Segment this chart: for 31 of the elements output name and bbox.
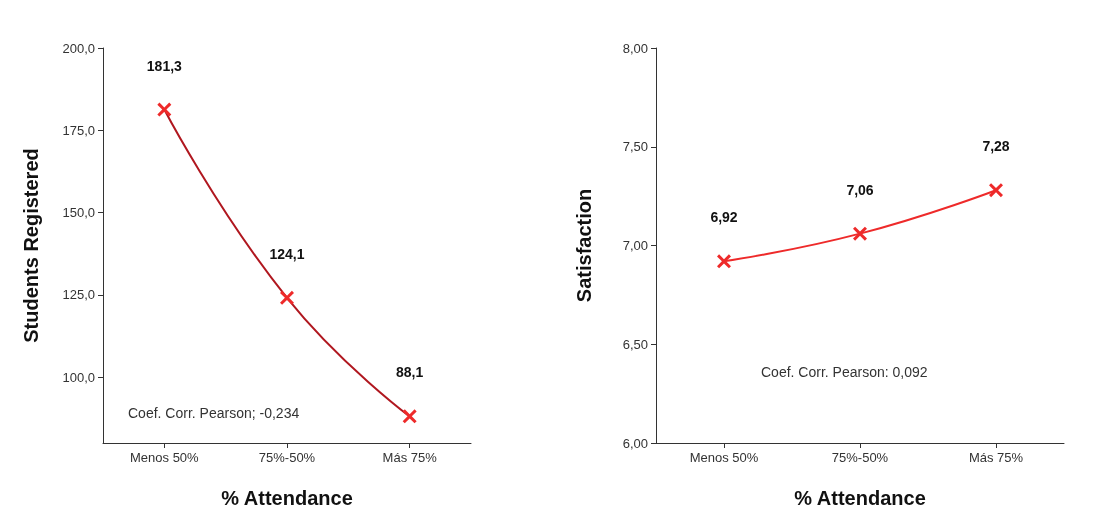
- point: [853, 226, 867, 241]
- x-tick-label: Más 75%: [968, 450, 1024, 465]
- x-axis-title: % Attendance: [794, 487, 926, 509]
- y-tick-label: 125,0: [62, 287, 95, 303]
- y-tick-label: 6,00: [622, 435, 648, 451]
- annotation: Coef. Corr. Pearson; -0,234: [128, 405, 300, 421]
- data-label: 88,1: [396, 364, 424, 381]
- y-axis-title: Satisfaction: [573, 188, 595, 303]
- x-tick-label: Menos 50%: [689, 450, 759, 465]
- y-tick-label: 200,0: [62, 40, 95, 56]
- data-label: 124,1: [269, 245, 305, 262]
- y-tick-label: 175,0: [62, 122, 95, 138]
- y-tick-label: 7,50: [622, 139, 648, 155]
- y-tick-label: 150,0: [62, 205, 95, 221]
- y-tick-label: 7,00: [622, 238, 648, 253]
- data-label: 7,06: [846, 181, 874, 198]
- data-label: 6,92: [710, 209, 738, 226]
- data-label: 181,3: [146, 57, 183, 74]
- data-label: 7,28: [982, 138, 1010, 155]
- x-tick-label: 75%-50%: [258, 450, 316, 465]
- annotation: Coef. Corr. Pearson: 0,092: [761, 364, 928, 380]
- x-axis-title: % Attendance: [221, 487, 353, 509]
- point: [989, 183, 1003, 198]
- y-axis-title: Students Registered: [20, 148, 42, 343]
- x-tick-label: 75%-50%: [831, 450, 889, 465]
- x-tick-label: Menos 50%: [130, 450, 200, 465]
- y-tick-label: 6,50: [622, 336, 648, 352]
- y-tick-label: 100,0: [62, 369, 95, 385]
- x-tick-label: Más 75%: [382, 450, 438, 465]
- point: [717, 254, 731, 269]
- y-tick-label: 8,00: [622, 40, 648, 56]
